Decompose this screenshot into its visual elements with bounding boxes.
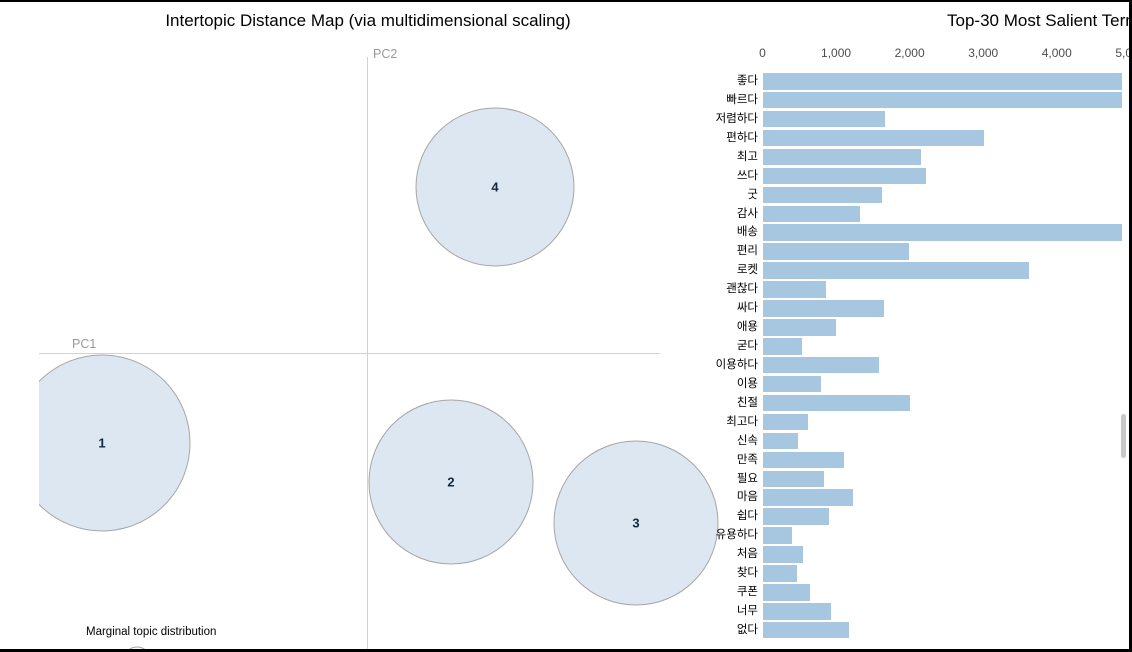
term-label: 유용하다 bbox=[715, 529, 758, 542]
term-label: 마음 bbox=[736, 491, 758, 504]
x-axis-tick: 3,000 bbox=[968, 46, 999, 60]
term-label: 이용 bbox=[736, 377, 758, 390]
term-bar[interactable] bbox=[763, 584, 810, 601]
term-bar[interactable] bbox=[763, 129, 984, 147]
term-bar[interactable] bbox=[763, 603, 831, 620]
term-bar[interactable] bbox=[763, 300, 884, 317]
term-label: 감사 bbox=[736, 207, 758, 220]
term-bar[interactable] bbox=[763, 186, 882, 204]
term-bar[interactable] bbox=[763, 243, 909, 260]
topic-circle-label: 3 bbox=[632, 516, 639, 531]
term-label: 편리 bbox=[736, 245, 758, 258]
term-label: 신속 bbox=[736, 434, 758, 447]
topic-circle-4[interactable] bbox=[415, 107, 575, 267]
term-bar[interactable] bbox=[763, 148, 921, 166]
term-label: 싸다 bbox=[736, 302, 758, 315]
x-axis-tick: 0 bbox=[759, 46, 766, 60]
term-bar[interactable] bbox=[763, 527, 792, 544]
term-label: 너무 bbox=[736, 605, 758, 618]
term-label: 쿠폰 bbox=[736, 586, 758, 599]
term-bar[interactable] bbox=[763, 413, 808, 431]
term-bar[interactable] bbox=[763, 338, 802, 355]
marginal-topic-distribution-label: Marginal topic distribution bbox=[86, 626, 217, 638]
term-label: 로켓 bbox=[736, 264, 758, 277]
term-label: 애용 bbox=[736, 321, 758, 334]
topic-circle-1[interactable] bbox=[14, 354, 191, 532]
term-label: 굿 bbox=[747, 188, 758, 201]
scrollbar-thumb[interactable] bbox=[1121, 414, 1126, 458]
term-bar[interactable] bbox=[763, 375, 821, 393]
term-label: 없다 bbox=[736, 623, 758, 636]
term-bar[interactable] bbox=[763, 73, 1122, 90]
term-bar[interactable] bbox=[763, 489, 853, 506]
topic-circle-label: 2 bbox=[447, 475, 454, 490]
term-label: 이용하다 bbox=[715, 358, 758, 371]
term-bar[interactable] bbox=[763, 205, 860, 222]
term-label: 굳다 bbox=[736, 340, 758, 353]
term-bar[interactable] bbox=[763, 508, 829, 525]
x-axis-tick: 2,000 bbox=[894, 46, 925, 60]
term-bar[interactable] bbox=[763, 262, 1029, 279]
pc1-axis-label: PC1 bbox=[72, 337, 97, 351]
term-label: 편하다 bbox=[726, 131, 758, 144]
term-bar[interactable] bbox=[763, 319, 836, 336]
term-bar[interactable] bbox=[763, 470, 824, 488]
pc2-axis-label: PC2 bbox=[373, 47, 398, 61]
term-label: 빠르다 bbox=[726, 93, 758, 106]
term-bar[interactable] bbox=[763, 110, 885, 128]
term-label: 필요 bbox=[736, 472, 758, 485]
x-axis-tick: 4,000 bbox=[1041, 46, 1072, 60]
term-label: 만족 bbox=[736, 453, 758, 466]
window-border-right bbox=[1129, 0, 1132, 652]
term-bar[interactable] bbox=[763, 451, 844, 469]
term-bar[interactable] bbox=[763, 356, 879, 374]
term-label: 최고다 bbox=[726, 415, 758, 428]
x-axis-tick: 5,000 bbox=[1115, 46, 1132, 60]
term-label: 친절 bbox=[736, 396, 758, 409]
term-label: 처음 bbox=[736, 548, 758, 561]
term-bar[interactable] bbox=[763, 281, 826, 298]
intertopic-map: 1 2 3 4 bbox=[14, 57, 719, 652]
term-bar[interactable] bbox=[763, 546, 803, 563]
term-label: 괜찮다 bbox=[726, 283, 758, 296]
term-label: 저렴하다 bbox=[715, 112, 758, 125]
term-label: 좋다 bbox=[736, 75, 758, 87]
window-border-top bbox=[0, 0, 1132, 2]
topic-circle-label: 1 bbox=[98, 436, 105, 451]
topic-circle-2[interactable] bbox=[368, 399, 534, 565]
term-bar[interactable] bbox=[763, 394, 910, 412]
term-label: 찾다 bbox=[736, 567, 758, 580]
term-label: 배송 bbox=[736, 226, 758, 239]
x-axis-tick: 1,000 bbox=[821, 46, 852, 60]
term-bar[interactable] bbox=[763, 91, 1122, 109]
term-bar[interactable] bbox=[763, 432, 798, 450]
topic-circle-3[interactable] bbox=[553, 440, 719, 606]
term-bar[interactable] bbox=[763, 167, 926, 185]
window-border-bottom bbox=[0, 649, 1132, 652]
term-label: 최고 bbox=[736, 150, 758, 163]
term-bar[interactable] bbox=[763, 621, 849, 639]
intertopic-map-title: Intertopic Distance Map (via multidimens… bbox=[165, 11, 571, 30]
salient-terms-title: Top-30 Most Salient Terms bbox=[947, 11, 1132, 30]
term-bar[interactable] bbox=[763, 565, 797, 582]
term-bar[interactable] bbox=[763, 224, 1122, 241]
topic-circle-label: 4 bbox=[491, 180, 499, 195]
term-label: 쓰다 bbox=[736, 169, 758, 182]
term-label: 쉽다 bbox=[736, 510, 758, 523]
